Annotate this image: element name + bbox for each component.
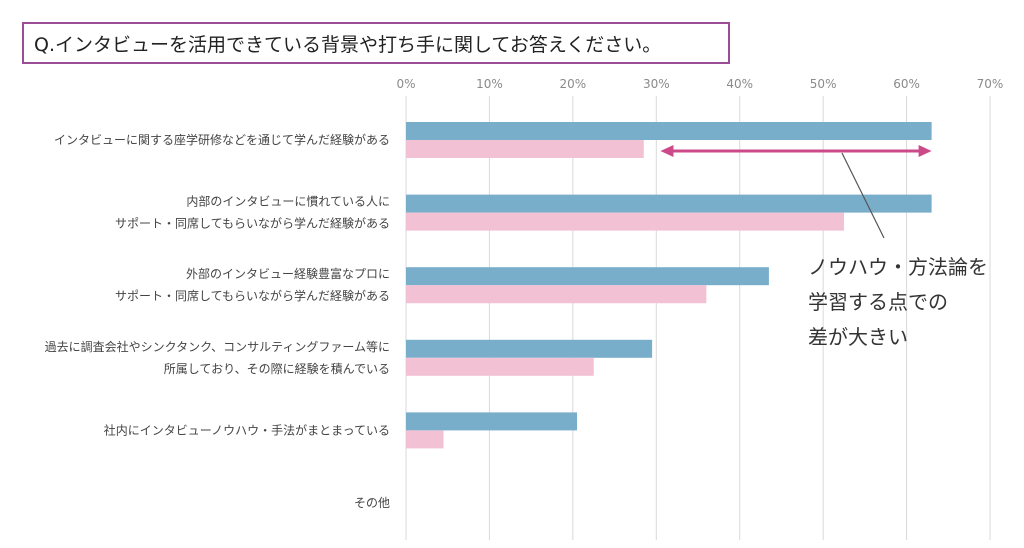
x-tick-label: 60%: [893, 77, 920, 91]
callout-text: ノウハウ・方法論を 学習する点での 差が大きい: [808, 250, 988, 355]
category-label: 社内にインタビューノウハウ・手法がまとまっている: [104, 422, 390, 437]
bar: [406, 339, 653, 358]
bar: [406, 357, 594, 376]
bar: [406, 285, 707, 304]
grid-layer: [405, 96, 991, 540]
bar: [406, 194, 932, 213]
x-axis-ticks: 0% 10% 20% 30% 40% 50% 60% 70%: [396, 77, 1003, 91]
bar: [406, 412, 578, 431]
category-label: 外部のインタビュー経験豊富なプロに: [186, 266, 390, 281]
callout-line-3: 差が大きい: [808, 325, 908, 349]
category-label: 所属しており、その際に経験を積んでいる: [164, 361, 390, 376]
category-label: 過去に調査会社やシンクタンク、コンサルティングファーム等に: [45, 339, 390, 354]
x-tick-label: 70%: [977, 77, 1004, 91]
question-box: Q.インタビューを活用できている背景や打ち手に関してお答えください。: [22, 22, 730, 64]
category-label: サポート・同席してもらいながら学んだ経験がある: [115, 216, 390, 231]
question-text: Q.インタビューを活用できている背景や打ち手に関してお答えください。: [34, 33, 662, 56]
bar: [406, 212, 844, 231]
bars: [406, 122, 932, 449]
category-label: サポート・同席してもらいながら学んだ経験がある: [115, 288, 390, 303]
category-labels: インタビューに関する座学研修などを通じて学んだ経験がある内部のインタビューに慣れ…: [45, 132, 390, 510]
x-tick-label: 40%: [726, 77, 753, 91]
bar: [406, 430, 444, 449]
x-tick-label: 50%: [810, 77, 837, 91]
x-tick-label: 0%: [396, 77, 415, 91]
category-label: その他: [354, 496, 390, 510]
category-label: インタビューに関する座学研修などを通じて学んだ経験がある: [54, 132, 390, 147]
bar: [406, 140, 644, 158]
bar: [406, 122, 932, 140]
x-tick-label: 30%: [643, 77, 670, 91]
category-label: 内部のインタビューに慣れている人に: [186, 194, 390, 209]
x-tick-label: 20%: [560, 77, 587, 91]
arrow-head-left: [660, 145, 674, 157]
bar: [406, 267, 769, 286]
annotation-layer: [660, 145, 932, 239]
callout-line-1: ノウハウ・方法論を: [808, 255, 988, 279]
x-tick-label: 10%: [476, 77, 503, 91]
callout-line-2: 学習する点での: [808, 290, 948, 314]
callout-leader-line: [841, 152, 885, 239]
arrow-head-right: [918, 145, 932, 157]
